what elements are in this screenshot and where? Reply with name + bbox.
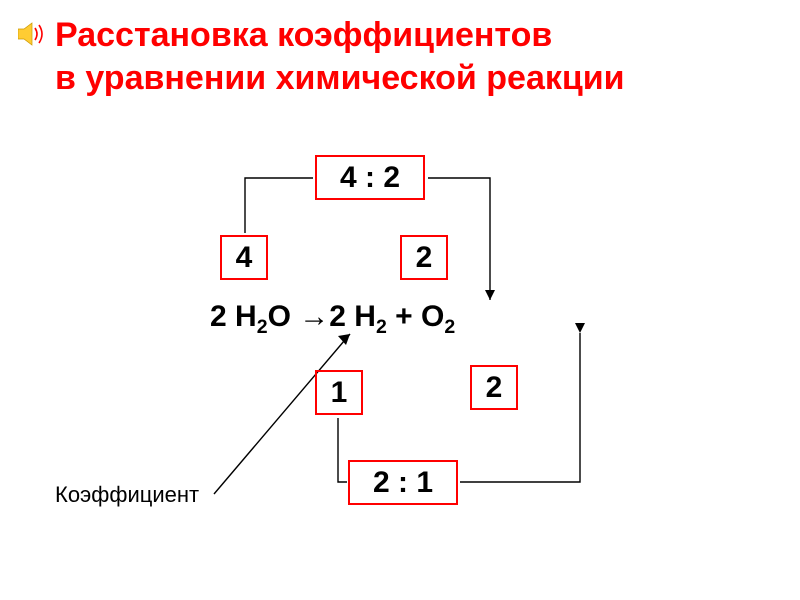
- eq-coef-2: 2: [329, 300, 354, 333]
- count-o-right: 2: [486, 371, 503, 405]
- eq-sub-3: 2: [444, 316, 455, 338]
- ratio-box-bottom: 2 : 1: [348, 460, 458, 505]
- eq-sub-2: 2: [376, 316, 387, 338]
- ratio-box-top: 4 : 2: [315, 155, 425, 200]
- eq-h1: H: [235, 300, 257, 333]
- title-line-2: в уравнении химической реакции: [55, 59, 625, 97]
- diagram-canvas: Расстановка коэффициентов в уравнении хи…: [0, 0, 800, 600]
- count-box-h-left: 4: [220, 235, 268, 280]
- coefficient-label-text: Коэффициент: [55, 482, 199, 507]
- chemical-equation: 2 H2O →2 H2 + O2: [210, 300, 455, 339]
- count-h-right: 2: [416, 241, 433, 275]
- eq-h2: H: [354, 300, 376, 333]
- eq-sub-1: 2: [257, 316, 268, 338]
- eq-plus: +: [387, 300, 421, 333]
- count-box-o-right: 2: [470, 365, 518, 410]
- count-box-o-left: 1: [315, 370, 363, 415]
- eq-arrow: →: [299, 300, 329, 333]
- eq-o1: O: [268, 300, 300, 333]
- page-title: Расстановка коэффициентов в уравнении хи…: [55, 14, 625, 99]
- eq-coef-1: 2: [210, 300, 235, 333]
- count-box-h-right: 2: [400, 235, 448, 280]
- eq-o2: O: [421, 300, 444, 333]
- title-line-1: Расстановка коэффициентов: [55, 16, 552, 54]
- ratio-bot-text: 2 : 1: [373, 466, 433, 500]
- coefficient-label: Коэффициент: [55, 482, 199, 508]
- speaker-icon: [18, 22, 46, 51]
- count-o-left: 1: [331, 376, 348, 410]
- ratio-top-text: 4 : 2: [340, 161, 400, 195]
- count-h-left: 4: [236, 241, 253, 275]
